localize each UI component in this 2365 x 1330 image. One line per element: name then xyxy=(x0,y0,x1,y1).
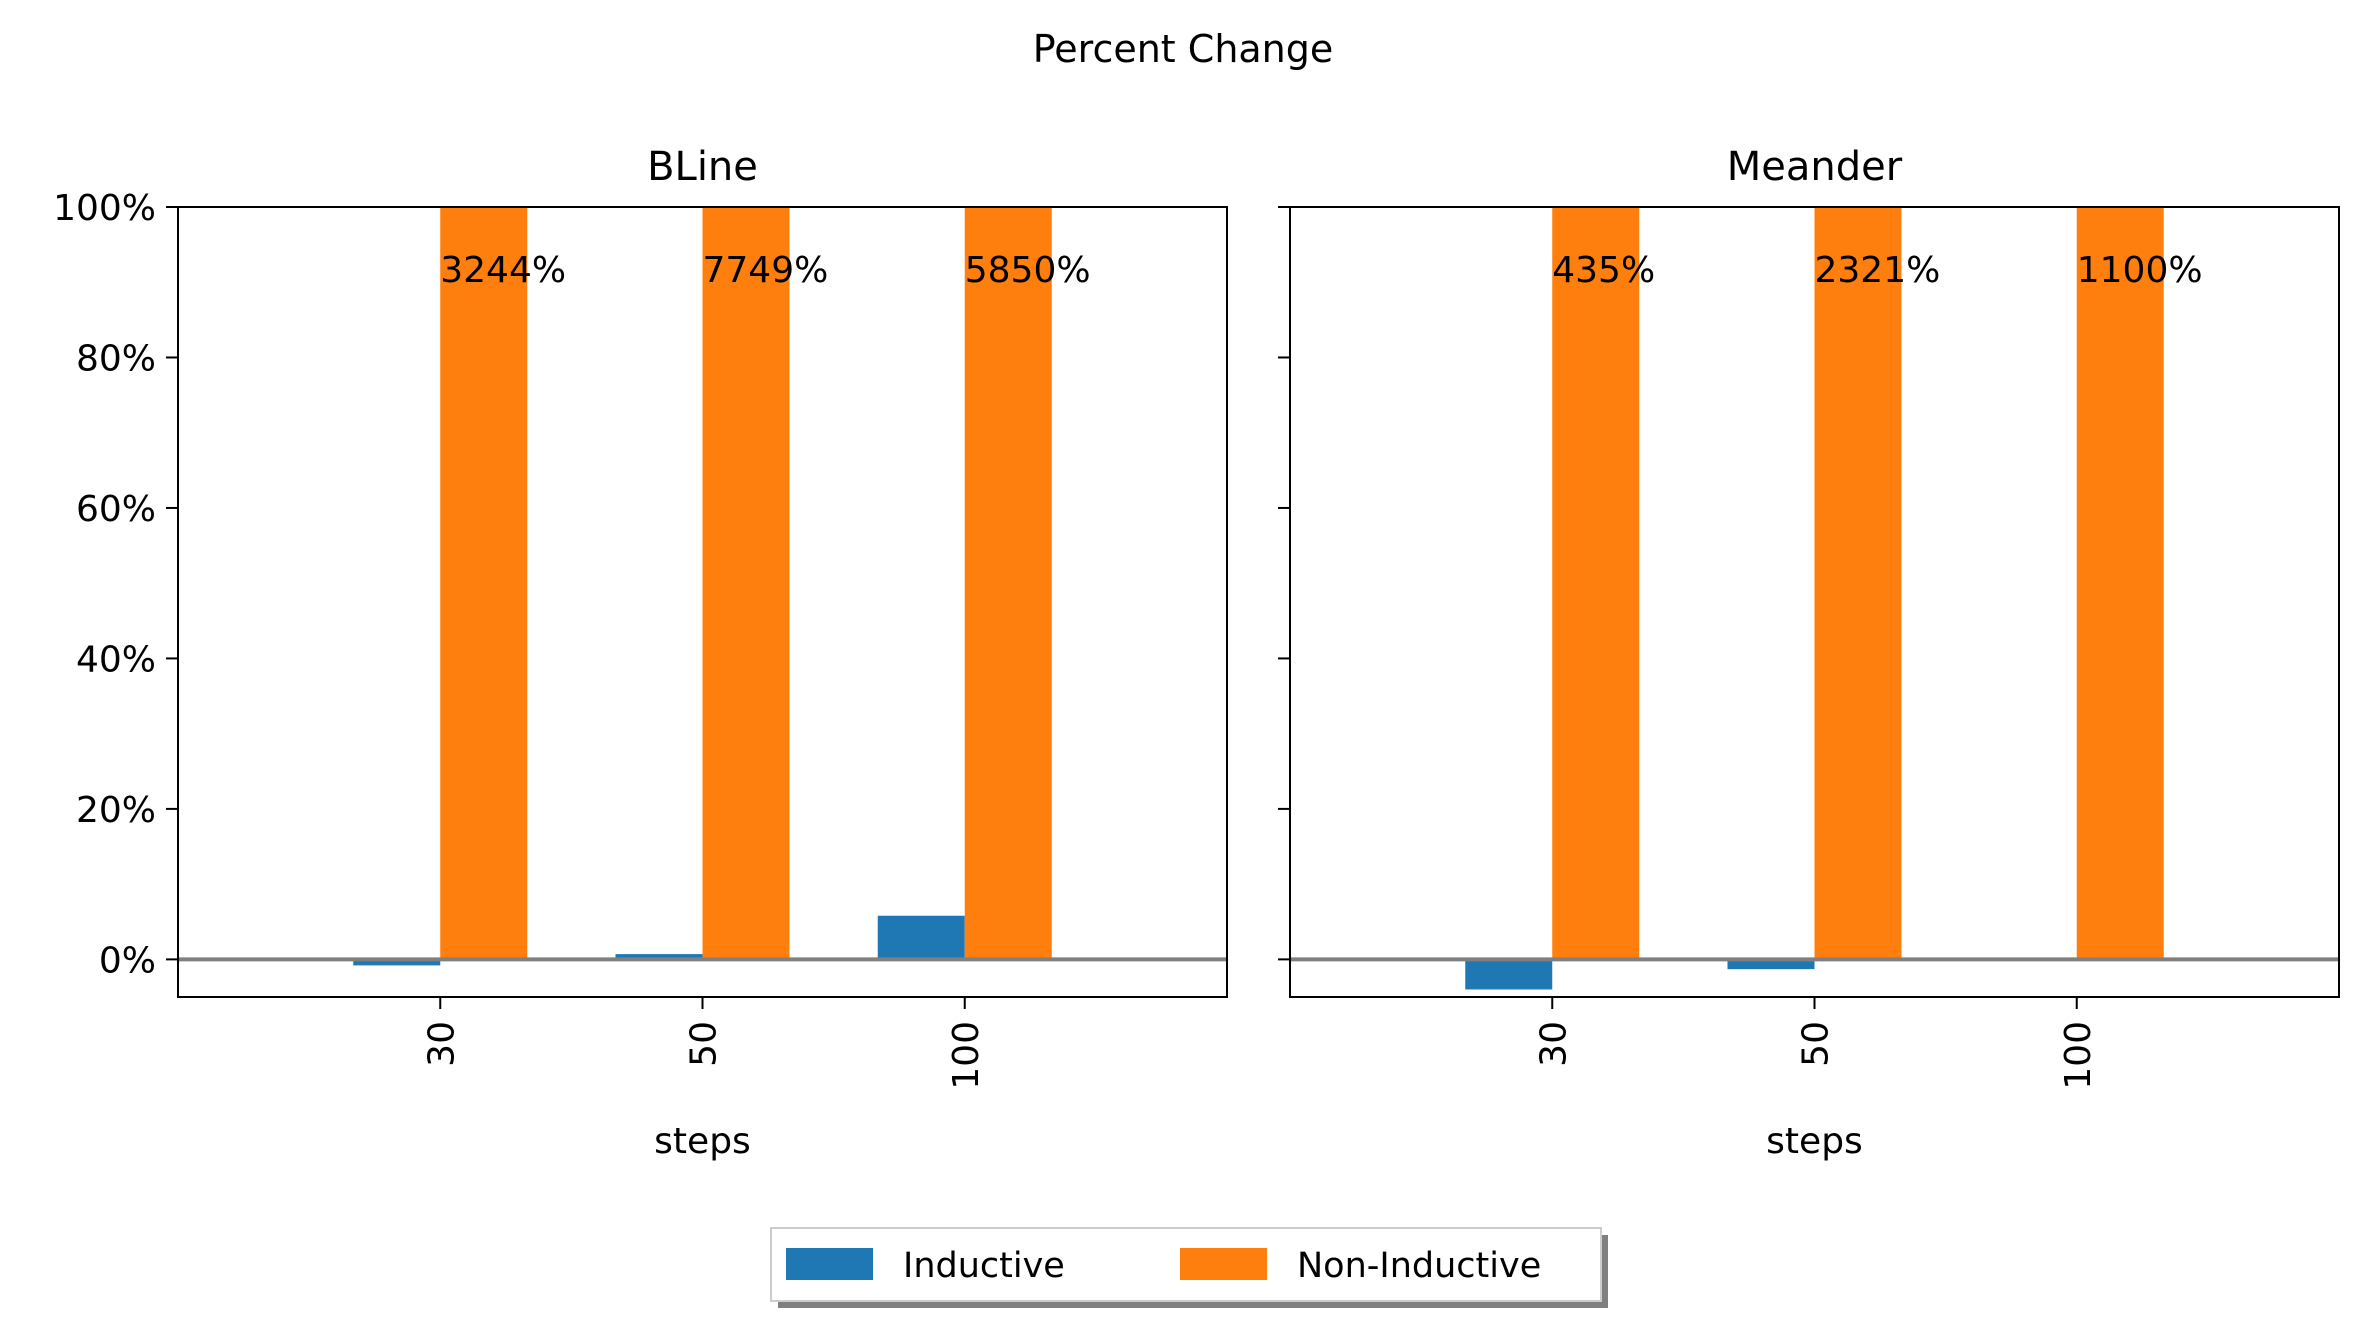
bar-non-inductive-100 xyxy=(2076,207,2164,960)
bar-inductive-100 xyxy=(877,915,965,960)
bar-non-inductive-50 xyxy=(1814,207,1902,960)
chart-panels: BLine 3244% 7749% 5850% 0% 20% 40% 60% 80% 100% 30… xyxy=(53,144,2340,1162)
bar-non-inductive-30 xyxy=(440,207,528,960)
x-tick-label-30: 30 xyxy=(1533,1021,1574,1067)
value-label-30: 435% xyxy=(1552,250,1655,291)
legend-swatch-inductive xyxy=(786,1248,873,1280)
legend-label-inductive: Inductive xyxy=(903,1246,1065,1286)
value-label-50: 7749% xyxy=(703,250,829,291)
bars xyxy=(353,207,1052,966)
bar-non-inductive-50 xyxy=(702,207,790,960)
bar-inductive-30 xyxy=(353,959,441,966)
bar-inductive-50 xyxy=(615,954,703,960)
y-tick-label: 80% xyxy=(76,338,156,379)
y-tick-label: 0% xyxy=(99,940,156,981)
x-axis-label: steps xyxy=(654,1121,751,1162)
panel-title: Meander xyxy=(1727,144,1903,190)
legend: Inductive Non-Inductive xyxy=(770,1227,1608,1308)
y-tick-label: 20% xyxy=(76,790,156,831)
panel-title: BLine xyxy=(647,144,758,190)
x-tick-label-30: 30 xyxy=(421,1021,462,1067)
figure-title: Percent Change xyxy=(1033,27,1334,71)
panel-bline: BLine 3244% 7749% 5850% 0% 20% 40% 60% 80% 100% 30… xyxy=(53,144,1228,1162)
panel-meander: Meander 435% 2321% 1100% 30 50 100 steps xyxy=(1278,144,2340,1162)
bar-non-inductive-30 xyxy=(1552,207,1640,960)
y-tick-label: 40% xyxy=(76,639,156,680)
bars xyxy=(1465,207,2164,990)
legend-label-non-inductive: Non-Inductive xyxy=(1297,1246,1541,1286)
x-tick-label-50: 50 xyxy=(1796,1021,1837,1067)
value-label-100: 5850% xyxy=(965,250,1091,291)
value-label-50: 2321% xyxy=(1815,250,1941,291)
legend-swatch-non-inductive xyxy=(1180,1248,1267,1280)
y-tick-label: 60% xyxy=(76,489,156,530)
bar-non-inductive-100 xyxy=(964,207,1052,960)
x-tick-label-100: 100 xyxy=(946,1021,987,1090)
x-axis-label: steps xyxy=(1766,1121,1863,1162)
value-label-100: 1100% xyxy=(2077,250,2203,291)
bar-inductive-30 xyxy=(1465,959,1553,990)
bar-inductive-50 xyxy=(1727,959,1815,970)
x-tick-label-100: 100 xyxy=(2058,1021,2099,1090)
value-label-30: 3244% xyxy=(440,250,566,291)
y-tick-label: 100% xyxy=(53,188,156,229)
x-tick-label-50: 50 xyxy=(684,1021,725,1067)
